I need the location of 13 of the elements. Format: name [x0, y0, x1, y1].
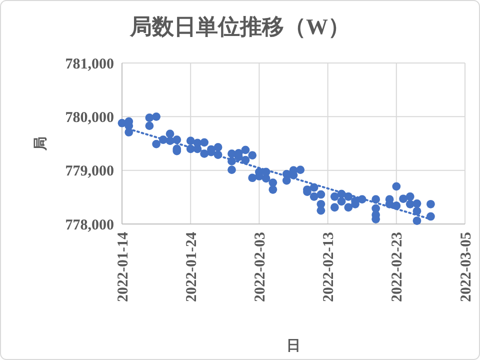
x-tick-label: 2022-02-03 [252, 232, 268, 302]
y-tick-label: 778,000 [65, 217, 114, 234]
x-tick-label: 2022-01-24 [184, 232, 200, 302]
y-tick-label: 780,000 [65, 110, 114, 126]
y-axis-title: 局 [32, 136, 49, 152]
x-tick-label: 2022-02-13 [321, 232, 338, 302]
x-tick-label: 2022-03-05 [458, 232, 474, 302]
y-tick-label: 779,000 [65, 164, 114, 180]
chart-title: 局数日単位推移（W） [129, 14, 350, 39]
y-tick-label: 781,000 [65, 56, 114, 72]
x-tick-label: 2022-02-23 [390, 232, 406, 302]
x-tick-label: 2022-01-14 [115, 232, 132, 302]
x-axis-title: 日 [286, 339, 300, 354]
